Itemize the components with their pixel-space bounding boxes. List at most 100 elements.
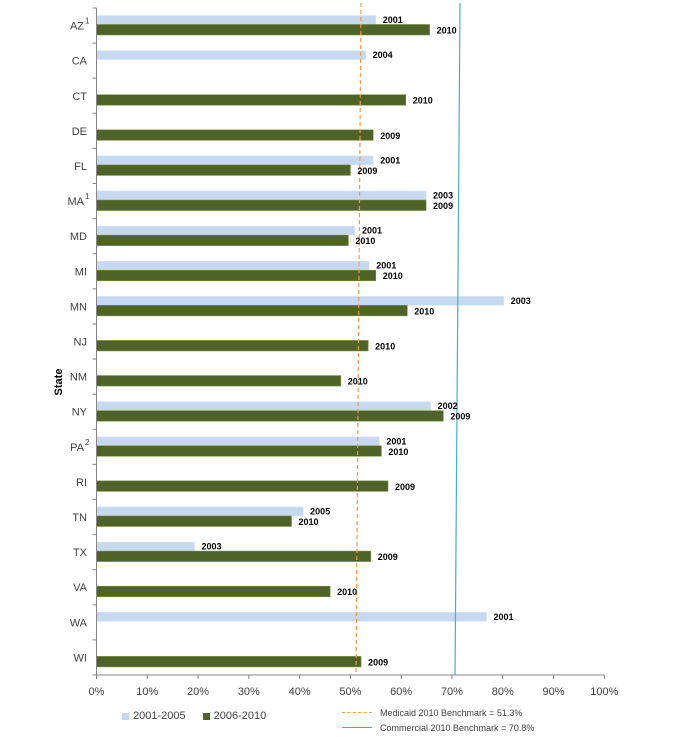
legend-dashed-line [342,712,372,713]
x-tick-label: 30% [238,686,260,698]
category-label-de: DE [72,126,87,138]
legend-swatch-dark-green [202,712,210,720]
category-label-tn: TN [72,512,87,524]
legend-label: 2001-2005 [133,710,186,722]
data-label-mn-2006-2010: 2010 [414,306,434,316]
data-label-tx-2001-2005: 2003 [202,542,222,552]
category-label-mi: MI [75,266,87,278]
bar-az-2001-2005 [96,15,377,25]
medicaid-benchmark-line [355,2,362,676]
x-tick-label: 80% [492,686,514,698]
bar-ma-2006-2010 [96,199,427,211]
legend-label: Commercial 2010 Benchmark = 70.8% [380,722,535,733]
bars-layer [96,15,505,668]
labels-layer: 2001 2004 2001 2003 2001 2001 2003 2002 2001 2005… [68,15,619,698]
bar-ma-2001-2005 [96,190,427,201]
category-label-wi: WI [74,652,87,664]
bar-de-2006-2010 [96,129,374,141]
data-label-fl-2006-2010: 2009 [357,166,377,176]
data-label-nm-2006-2010: 2010 [348,377,368,387]
data-label-md-2001-2005: 2001 [362,226,382,236]
data-label-wi-2006-2010: 2009 [368,657,388,667]
x-tick-label: 100% [590,686,618,698]
data-label-pa-2006-2010: 2010 [388,447,408,457]
bar-tx-2006-2010 [96,550,372,562]
category-label-ri: RI [76,477,87,489]
data-label-de-2006-2010: 2009 [380,131,400,141]
legend-item-2006-2010: 2006-2010 [202,710,266,722]
bar-tx-2001-2005 [96,541,195,552]
data-label-ma-2006-2010: 2009 [433,201,453,211]
category-label-nj: NJ [74,337,87,349]
data-label-ri-2006-2010: 2009 [395,482,415,492]
bar-tn-2001-2005 [96,506,304,517]
bar-md-2006-2010 [96,234,349,246]
legend-item-commercial-benchmark: Commercial 2010 Benchmark = 70.8% [342,720,534,735]
category-label-pa: PA [70,442,85,454]
category-label-va: VA [73,582,88,594]
bar-mi-2001-2005 [96,260,370,271]
data-label-va-2006-2010: 2010 [337,587,357,597]
bar-wi-2006-2010 [96,656,362,668]
category-label-wa: WA [70,617,88,629]
category-superscript: 2 [85,438,90,447]
series-legend: 2001-2005 2006-2010 [122,710,280,723]
bar-pa-2001-2005 [96,436,380,447]
x-tick-label: 60% [390,686,412,698]
data-label-mi-2001-2005: 2001 [376,261,396,271]
bar-ri-2006-2010 [96,480,389,492]
benchmark-lines-layer [355,2,461,676]
y-axis-title: State [53,369,65,396]
bar-md-2001-2005 [96,225,356,236]
benchmark-legend: Medicaid 2010 Benchmark = 51.3% Commerci… [342,705,534,735]
category-superscript: 1 [85,192,90,201]
x-tick-label: 40% [289,686,311,698]
data-label-ny-2001-2005: 2002 [438,401,458,411]
bar-ca-2001-2005 [96,50,366,60]
bar-fl-2006-2010 [96,164,351,176]
data-label-az-2006-2010: 2010 [437,26,457,36]
data-label-nj-2006-2010: 2010 [375,341,395,351]
category-label-fl: FL [74,161,87,173]
category-label-ca: CA [72,56,88,68]
bar-nm-2006-2010 [96,375,342,387]
bar-az-2006-2010 [96,24,430,36]
data-label-ca-2001-2005: 2004 [373,50,393,60]
category-label-ct: CT [72,91,87,103]
data-label-ma-2001-2005: 2003 [433,191,453,201]
category-label-mn: MN [70,301,87,313]
data-label-mn-2001-2005: 2003 [511,296,531,306]
category-label-ny: NY [72,407,88,419]
bar-ny-2006-2010 [96,410,444,422]
bar-pa-2006-2010 [96,445,382,457]
x-tick-label: 70% [441,686,463,698]
category-superscript: 1 [85,17,90,26]
x-tick-label: 20% [187,686,209,698]
data-label-tn-2001-2005: 2005 [310,506,330,516]
data-label-tn-2006-2010: 2010 [298,517,318,527]
bar-ct-2006-2010 [96,94,407,106]
bar-tn-2006-2010 [96,515,292,527]
data-label-pa-2001-2005: 2001 [386,436,406,446]
category-label-tx: TX [73,547,88,559]
bar-ny-2001-2005 [96,401,431,411]
data-label-tx-2006-2010: 2009 [378,552,398,562]
bar-nj-2006-2010 [96,340,369,352]
category-label-nm: NM [70,372,87,384]
data-label-ny-2006-2010: 2009 [450,412,470,422]
data-label-md-2006-2010: 2010 [355,236,375,246]
legend-item-2001-2005: 2001-2005 [122,710,186,722]
data-label-fl-2001-2005: 2001 [380,155,400,165]
legend-label: Medicaid 2010 Benchmark = 51.3% [380,707,523,718]
x-tick-label: 0% [89,686,105,698]
category-label-az: AZ [70,21,84,33]
bar-mn-2006-2010 [96,305,408,317]
bar-va-2006-2010 [96,585,331,597]
commercial-benchmark-line [454,2,461,676]
x-tick-label: 10% [136,686,158,698]
data-label-ct-2006-2010: 2010 [413,96,433,106]
bar-wa-2001-2005 [96,611,487,622]
bar-mn-2001-2005 [96,296,505,306]
data-label-mi-2006-2010: 2010 [383,271,403,281]
